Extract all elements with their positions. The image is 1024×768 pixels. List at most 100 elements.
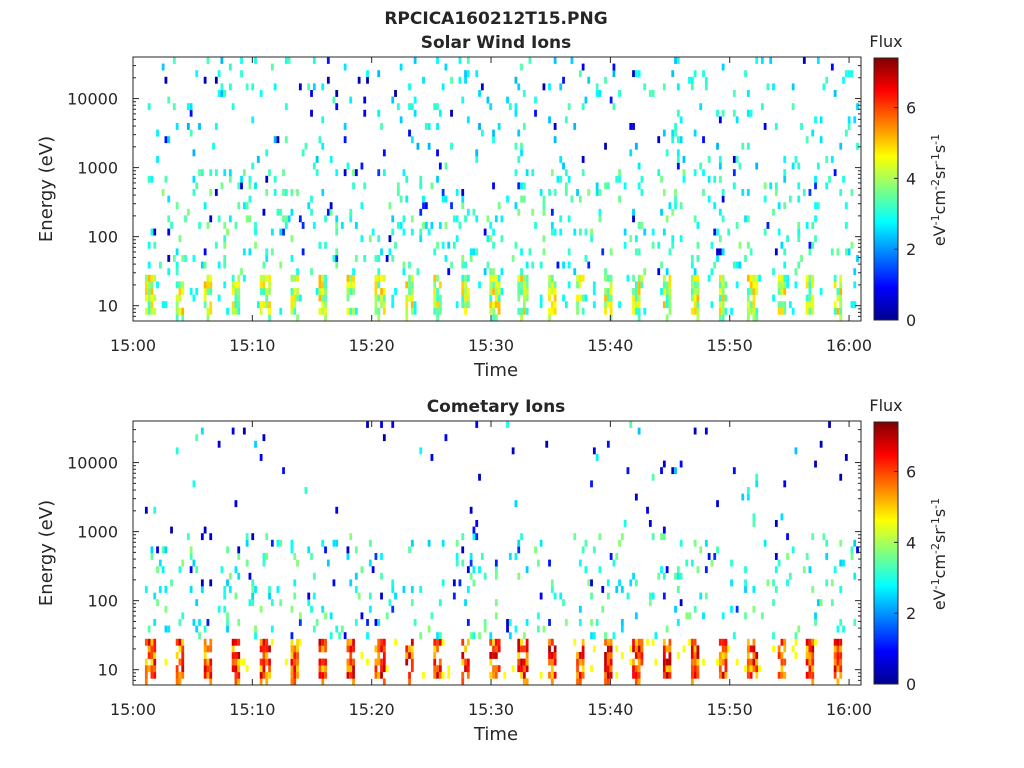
heatmap-cell xyxy=(634,307,638,315)
heatmap-cell xyxy=(461,294,465,302)
heatmap-cell xyxy=(377,638,381,646)
heatmap-cell xyxy=(609,288,613,295)
heatmap-cell xyxy=(438,222,442,229)
x-tick-label: 15:30 xyxy=(468,336,514,355)
heatmap-cell xyxy=(651,473,655,481)
heatmap-cell xyxy=(251,533,255,541)
heatmap-cell xyxy=(634,665,638,673)
heatmap-cell xyxy=(464,281,467,289)
heatmap-cell xyxy=(746,90,750,97)
heatmap-cell xyxy=(780,281,784,289)
heatmap-cell xyxy=(433,294,437,302)
heatmap-cell xyxy=(144,506,148,514)
heatmap-cell xyxy=(147,294,151,302)
heatmap-cell xyxy=(752,307,756,315)
heatmap-cell xyxy=(408,83,411,91)
heatmap-cell xyxy=(525,261,529,269)
heatmap-cell xyxy=(178,619,182,626)
heatmap-cell xyxy=(360,652,364,659)
heatmap-cell xyxy=(612,63,616,71)
heatmap-cell xyxy=(629,645,633,653)
heatmap-cell xyxy=(349,307,353,315)
heatmap-cell xyxy=(181,255,185,262)
heatmap-cell xyxy=(391,96,395,104)
heatmap-cell xyxy=(553,294,557,302)
heatmap-cell xyxy=(598,566,602,574)
heatmap-cell xyxy=(819,136,823,144)
heatmap-cell xyxy=(178,638,182,646)
heatmap-cell xyxy=(181,307,185,315)
heatmap-cell xyxy=(548,638,551,646)
heatmap-cell xyxy=(452,241,456,249)
heatmap-cell xyxy=(581,658,585,666)
heatmap-cell xyxy=(581,307,585,315)
heatmap-cell xyxy=(660,566,663,574)
heatmap-cell xyxy=(497,281,501,289)
heatmap-cell xyxy=(811,129,815,137)
heatmap-cell xyxy=(609,307,613,315)
heatmap-cell xyxy=(352,281,355,289)
heatmap-cell xyxy=(175,638,179,646)
heatmap-cell xyxy=(606,579,610,587)
heatmap-cell xyxy=(186,533,190,541)
heatmap-cell xyxy=(436,288,439,295)
heatmap-cell xyxy=(436,671,439,679)
heatmap-cell xyxy=(839,274,843,282)
heatmap-cell xyxy=(377,307,381,315)
heatmap-cell xyxy=(783,248,787,256)
heatmap-cell xyxy=(234,222,238,229)
colorbar-label: eV-1cm-2sr-1s-1 xyxy=(929,498,949,610)
heatmap-cell xyxy=(811,533,815,541)
heatmap-cell xyxy=(242,169,246,177)
heatmap-cell xyxy=(374,255,378,262)
heatmap-cell xyxy=(525,619,529,626)
heatmap-cell xyxy=(634,645,638,653)
heatmap-cell xyxy=(637,314,641,322)
heatmap-cell xyxy=(408,645,411,653)
heatmap-cell xyxy=(237,301,241,309)
heatmap-cell xyxy=(293,592,297,600)
heatmap-cell xyxy=(200,169,204,177)
heatmap-cell xyxy=(209,301,213,309)
heatmap-cell xyxy=(209,678,213,686)
heatmap-cell xyxy=(749,307,753,315)
heatmap-cell xyxy=(321,281,325,289)
heatmap-cell xyxy=(648,592,652,600)
heatmap-cell xyxy=(791,546,795,554)
heatmap-cell xyxy=(693,671,697,679)
x-tick-label: 15:00 xyxy=(110,700,156,719)
heatmap-cell xyxy=(553,281,557,289)
heatmap-cell xyxy=(175,301,179,309)
heatmap-cell xyxy=(732,632,736,640)
heatmap-cell xyxy=(550,208,554,216)
heatmap-cell xyxy=(352,268,355,276)
heatmap-cell xyxy=(522,307,526,315)
heatmap-cell xyxy=(657,136,661,144)
heatmap-cell xyxy=(167,268,171,276)
heatmap-cell xyxy=(520,149,523,157)
heatmap-cell xyxy=(489,307,493,315)
heatmap-cell xyxy=(780,274,784,282)
heatmap-cell xyxy=(231,103,235,111)
heatmap-cell xyxy=(464,658,467,666)
heatmap-cell xyxy=(679,136,683,144)
heatmap-cell xyxy=(475,215,479,223)
heatmap-cell xyxy=(746,493,750,501)
heatmap-cell xyxy=(578,281,582,289)
heatmap-cell xyxy=(755,671,759,679)
heatmap-cell xyxy=(553,652,557,659)
heatmap-cell xyxy=(808,241,812,249)
heatmap-cell xyxy=(475,248,479,256)
heatmap-cell xyxy=(259,288,263,295)
heatmap-cell xyxy=(203,638,207,646)
heatmap-cell xyxy=(674,123,677,130)
heatmap-cell xyxy=(640,645,644,653)
heatmap-cell xyxy=(576,301,579,309)
heatmap-cell xyxy=(506,421,509,428)
heatmap-cell xyxy=(450,76,453,84)
heatmap-cell xyxy=(755,314,759,322)
heatmap-cell xyxy=(259,90,263,97)
heatmap-cell xyxy=(492,638,495,646)
heatmap-cell xyxy=(464,645,467,653)
